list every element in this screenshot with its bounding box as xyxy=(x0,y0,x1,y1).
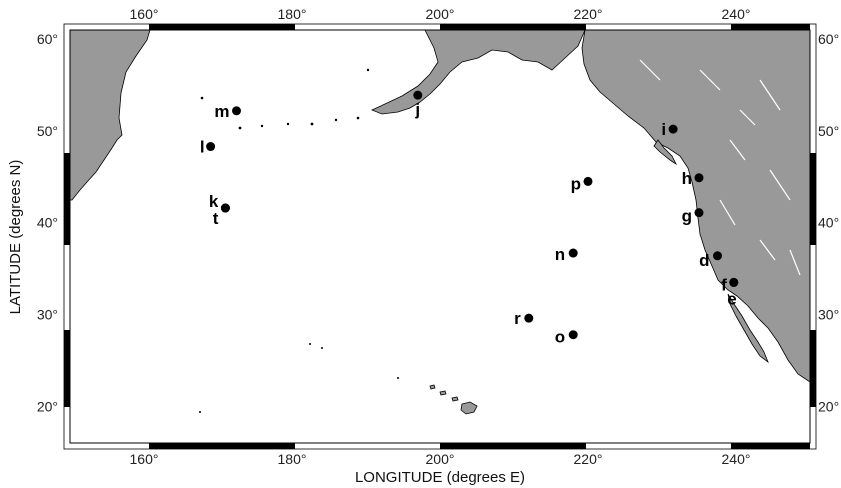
station-label-t: t xyxy=(213,209,219,228)
station-marker-e xyxy=(729,277,739,287)
station-label-g: g xyxy=(682,207,692,226)
lat-tick-label-right: 40° xyxy=(818,215,839,231)
station-label-n: n xyxy=(555,245,565,264)
station-label-r: r xyxy=(514,309,521,328)
longitude-ticks-top: 160° 180° 200° 220° 240° xyxy=(130,6,751,22)
station-marker-t xyxy=(220,203,230,213)
station-marker-g xyxy=(694,208,704,218)
x-axis-title: LONGITUDE (degrees E) xyxy=(355,469,525,486)
hawaii-kauai xyxy=(429,384,436,390)
station-label-i: i xyxy=(661,120,666,139)
station-label-j: j xyxy=(414,100,420,119)
station-label-p: p xyxy=(571,174,581,193)
lon-tick-label-bottom: 200° xyxy=(426,451,455,467)
station-marker-h xyxy=(694,173,704,183)
station-label-k: k xyxy=(209,192,219,211)
lon-tick-label-top: 240° xyxy=(722,6,751,22)
lat-tick-label-left: 50° xyxy=(37,123,58,139)
longitude-ticks-bottom: 160° 180° 200° 220° 240° xyxy=(130,451,751,467)
station-marker-i xyxy=(668,124,678,134)
station-label-e: e xyxy=(727,289,736,308)
station-marker-n xyxy=(568,248,578,258)
latitude-ticks-left: 20° 30° 40° 50° 60° xyxy=(37,31,58,414)
station-marker-r xyxy=(524,313,534,323)
lon-tick-label-bottom: 160° xyxy=(130,451,159,467)
lon-tick-label-top: 200° xyxy=(426,6,455,22)
station-marker-p xyxy=(583,176,593,186)
latitude-ticks-right: 20° 30° 40° 50° 60° xyxy=(818,31,839,414)
lat-tick-label-left: 40° xyxy=(37,215,58,231)
lon-tick-label-bottom: 220° xyxy=(574,451,603,467)
lon-tick-label-bottom: 180° xyxy=(278,451,307,467)
lat-tick-label-right: 60° xyxy=(818,31,839,47)
lon-tick-label-top: 180° xyxy=(278,6,307,22)
lon-tick-label-bottom: 240° xyxy=(722,451,751,467)
station-marker-j xyxy=(413,90,423,100)
station-marker-m xyxy=(232,106,241,116)
hawaii-oahu xyxy=(439,390,447,396)
station-label-l: l xyxy=(200,138,205,157)
lat-tick-label-left: 20° xyxy=(37,398,58,414)
inland-water xyxy=(639,59,801,276)
lat-tick-label-left: 60° xyxy=(37,31,58,47)
baja-california xyxy=(727,293,769,364)
station-marker-l xyxy=(206,142,216,152)
station-marker-o xyxy=(568,330,578,340)
alaska-landmass xyxy=(370,29,586,115)
kamchatka-landmass xyxy=(69,29,151,201)
station-label-m: m xyxy=(214,102,229,121)
station-label-d: d xyxy=(699,251,709,270)
lon-tick-label-top: 160° xyxy=(130,6,159,22)
land-masses xyxy=(69,29,811,415)
vancouver-island xyxy=(653,139,678,166)
lon-tick-label-top: 220° xyxy=(574,6,603,22)
aleutian-islets xyxy=(199,68,399,413)
station-label-o: o xyxy=(555,328,565,347)
y-axis-title: LATITUDE (degrees N) xyxy=(7,160,24,315)
hawaii-big-island xyxy=(460,401,478,415)
station-label-h: h xyxy=(682,169,692,188)
north-america-landmass xyxy=(581,29,811,383)
lat-tick-label-right: 50° xyxy=(818,123,839,139)
lat-tick-label-left: 30° xyxy=(37,307,58,323)
lat-tick-label-right: 20° xyxy=(818,398,839,414)
station-label-f: f xyxy=(721,275,727,294)
hawaii-maui xyxy=(451,396,459,402)
station-markers: j m i l p h kt g n dfe r o xyxy=(200,90,739,347)
frame-scale-bars xyxy=(64,24,816,449)
lat-tick-label-right: 30° xyxy=(818,307,839,323)
station-marker-d xyxy=(713,251,722,261)
